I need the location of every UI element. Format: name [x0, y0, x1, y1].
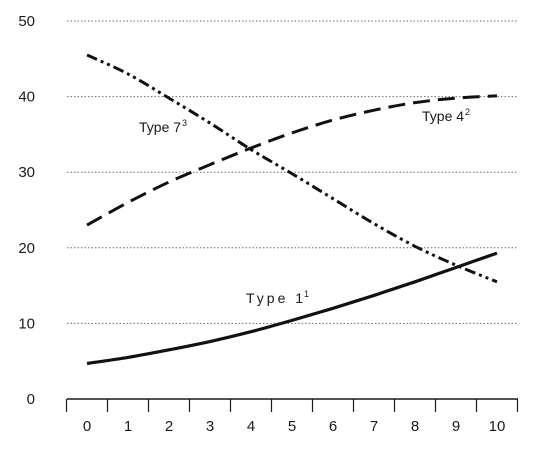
x-tick-labels: 0 1 2 3 4 5 6 7 8 9 10: [83, 418, 506, 435]
y-tick-label-40: 40: [18, 89, 35, 106]
y-tick-label-20: 20: [18, 240, 35, 257]
y-tick-label-0: 0: [27, 391, 35, 408]
x-tick-label-5: 5: [288, 418, 296, 435]
y-tick-label-30: 30: [18, 164, 35, 181]
x-tick-label-3: 3: [206, 418, 214, 435]
gridlines: [67, 20, 518, 324]
series-label-type-7: Type 73: [139, 118, 187, 135]
x-tick-label-9: 9: [452, 418, 460, 435]
x-tick-label-6: 6: [329, 418, 337, 435]
series-line-type-7: [86, 53, 498, 284]
x-tick-label-10: 10: [489, 418, 506, 435]
y-tick-label-10: 10: [18, 315, 35, 332]
x-axis: [65, 398, 519, 412]
x-tick-label-2: 2: [165, 418, 173, 435]
x-tick-label-7: 7: [370, 418, 378, 435]
x-tick-label-0: 0: [83, 418, 91, 435]
series-label-type-4: Type 42: [422, 107, 470, 124]
x-tick-label-1: 1: [124, 418, 132, 435]
x-tick-label-8: 8: [411, 418, 419, 435]
series-lines: [86, 53, 498, 366]
y-tick-label-50: 50: [18, 13, 35, 30]
series-line-type-1: [86, 251, 498, 366]
x-tick-label-4: 4: [247, 418, 255, 435]
series-labels: Type 11 Type 42 Type 73: [139, 107, 470, 306]
series-label-type-1: Type 11: [246, 289, 312, 306]
y-tick-labels: 0 10 20 30 40 50: [18, 13, 35, 408]
series-line-type-4: [86, 94, 498, 227]
